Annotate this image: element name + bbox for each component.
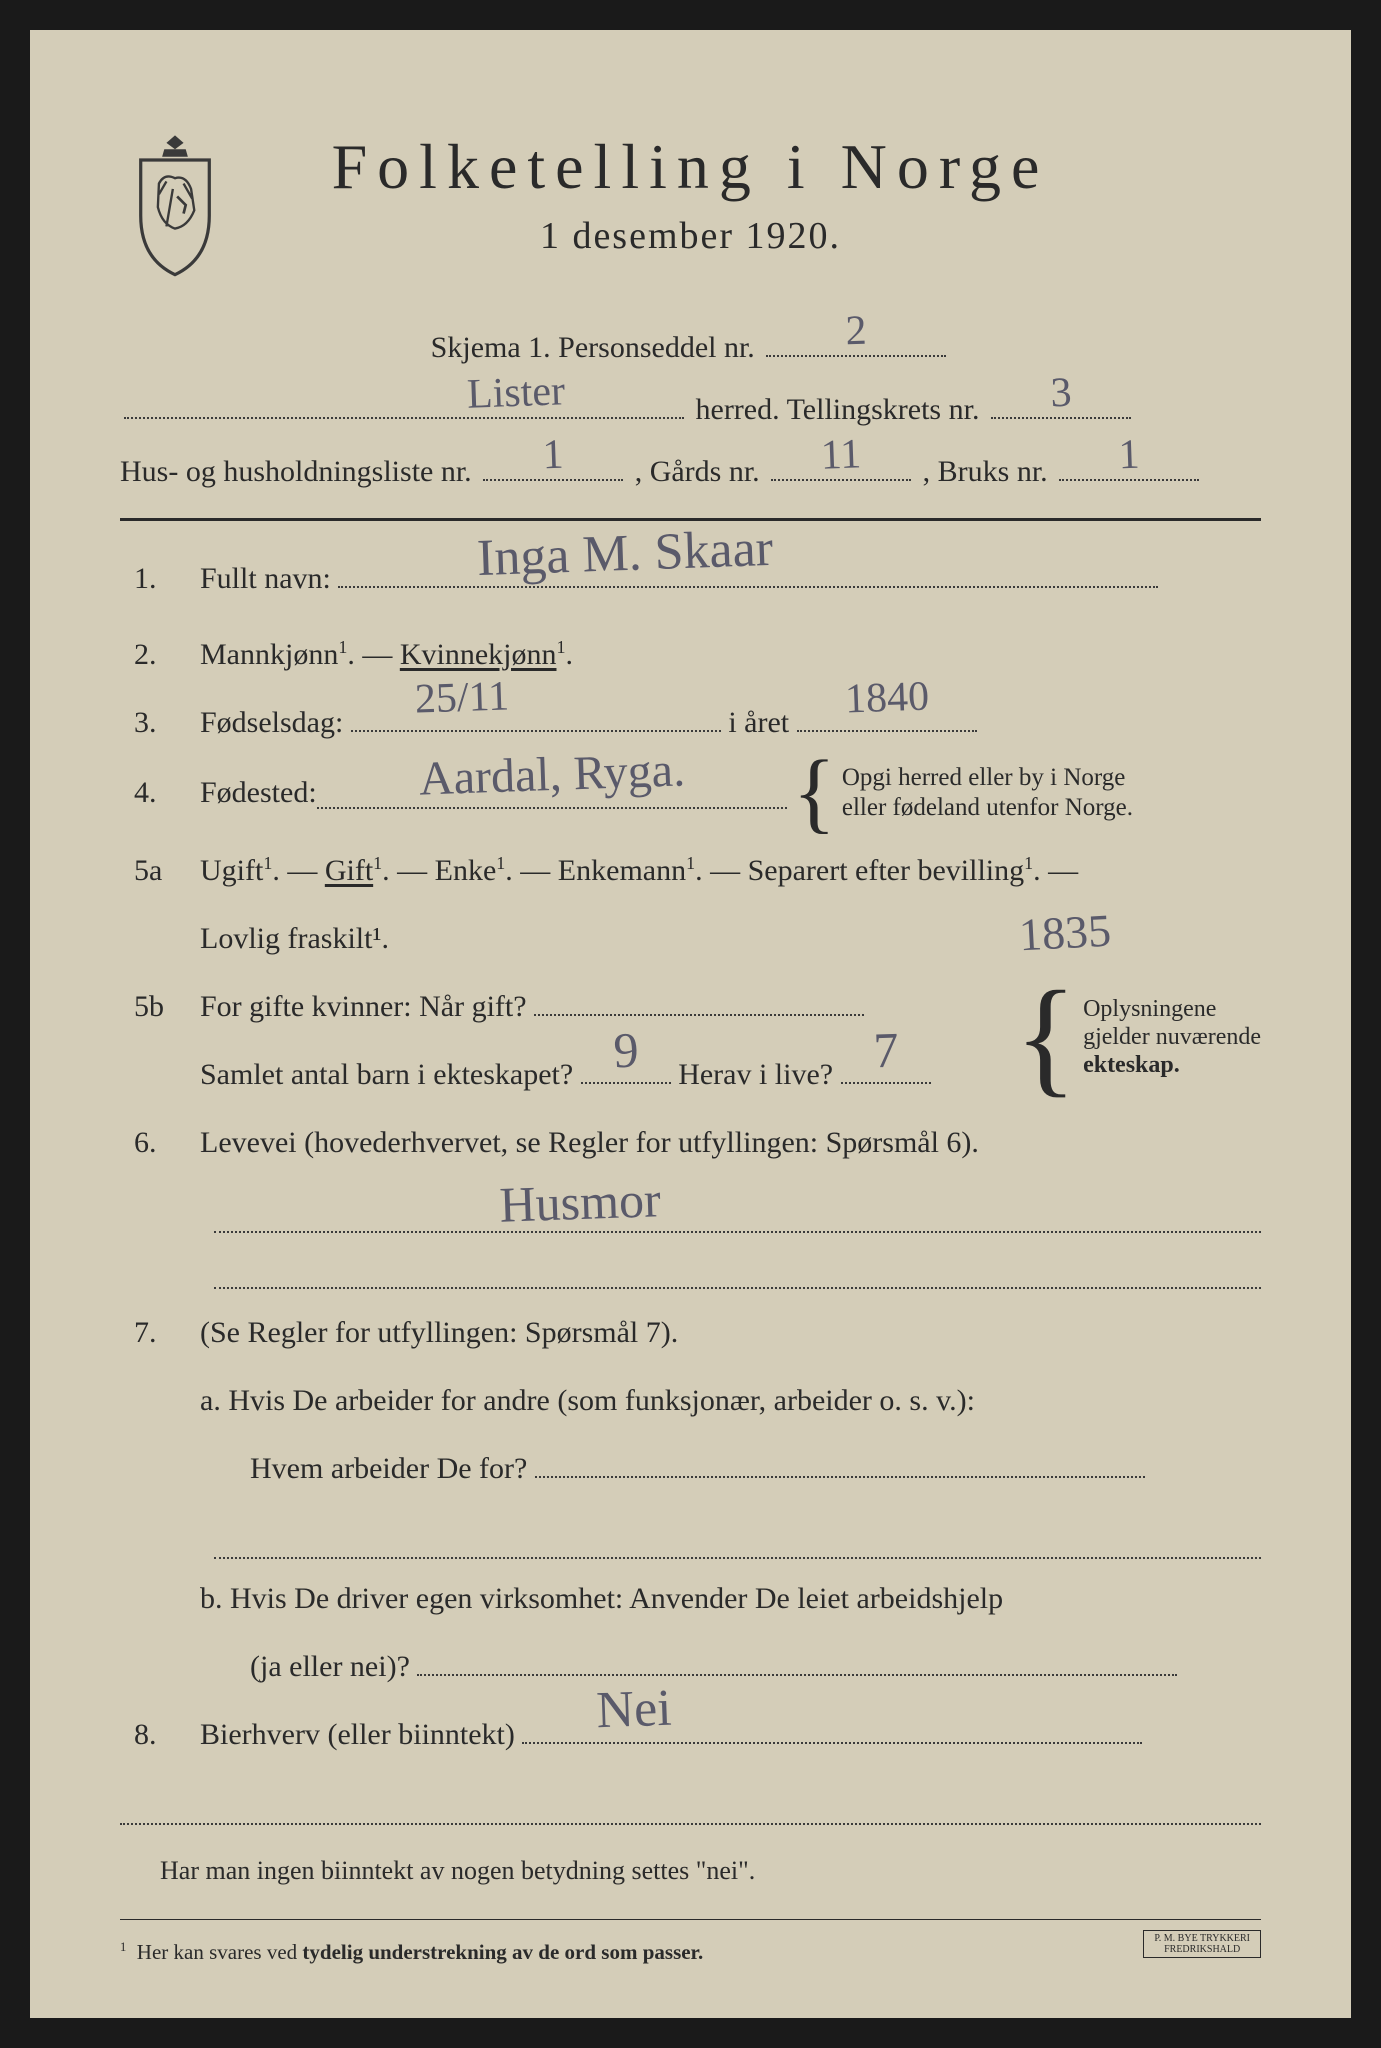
question-7a: a. Hvis De arbeider for andre (som funks… <box>120 1367 1261 1435</box>
question-3: 3. Fødselsdag: 25/11 i året 1840 <box>120 689 1261 757</box>
q6-label: Levevei (hovederhvervet, se Regler for u… <box>200 1109 1261 1177</box>
question-7: 7. (Se Regler for utfyllingen: Spørsmål … <box>120 1299 1261 1367</box>
hus-value: 1 <box>542 427 565 484</box>
q5b-label-c: Herav i live? <box>678 1058 833 1091</box>
q5b-label-a: For gifte kvinner: Når gift? <box>200 990 527 1023</box>
q4-note1: Opgi herred eller by i Norge <box>842 764 1125 791</box>
gards-label: , Gårds nr. <box>635 455 760 488</box>
q7a-field <box>535 1447 1145 1479</box>
q1-field: Inga M. Skaar <box>338 557 1158 589</box>
hus-field: 1 <box>483 448 623 481</box>
bruks-field: 1 <box>1059 448 1199 481</box>
page-title: Folketelling i Norge <box>260 130 1121 204</box>
meta-line-3: Hus- og husholdningsliste nr. 1 , Gårds … <box>120 444 1261 500</box>
q7-label: (Se Regler for utfyllingen: Spørsmål 7). <box>200 1299 1261 1367</box>
title-block: Folketelling i Norge 1 desember 1920. <box>260 130 1261 258</box>
q8-label: Bierhverv (eller biinntekt) <box>200 1718 515 1751</box>
herred-label: herred. Tellingskrets nr. <box>696 393 980 426</box>
q3-day-field: 25/11 <box>351 701 721 733</box>
q7a-field-2 <box>214 1509 1261 1559</box>
q7b-label: b. Hvis De driver egen virksomhet: Anven… <box>200 1565 1261 1633</box>
q4-value: Aardal, Ryga. <box>418 736 686 813</box>
q6-field: Husmor <box>214 1183 1261 1233</box>
tellingskrets-field: 3 <box>991 386 1131 419</box>
q5a-num: 5a <box>120 837 200 905</box>
skjema-label: Skjema 1. Personseddel nr. <box>431 331 755 364</box>
q1-value: Inga M. Skaar <box>476 515 774 593</box>
q8-value: Nei <box>595 1675 672 1746</box>
question-5b-line2: Samlet antal barn i ekteskapet? 9 Herav … <box>120 1041 1261 1109</box>
printer-mark: P. M. BYE TRYKKERI FREDRIKSHALD <box>1143 1930 1261 1958</box>
q3-num: 3. <box>120 689 200 757</box>
q3-label-a: Fødselsdag: <box>200 706 343 739</box>
census-form-page: Folketelling i Norge 1 desember 1920. Sk… <box>30 30 1351 2018</box>
q2-opt-a: Mannkjønn <box>200 638 338 671</box>
gards-field: 11 <box>771 448 911 481</box>
q4-note-block: { Opgi herred eller by i Norge eller fød… <box>787 757 1133 829</box>
footnote-block: 1 Her kan svares ved tydelig understrekn… <box>120 1919 1261 1965</box>
q6-field-2 <box>214 1239 1261 1289</box>
q3-year-value: 1840 <box>843 663 929 734</box>
q7b-field <box>417 1645 1177 1677</box>
q6-num: 6. <box>120 1109 200 1177</box>
q4-field: Aardal, Ryga. <box>317 777 787 809</box>
question-2: 2. Mannkjønn1. — Kvinnekjønn1. <box>120 613 1261 689</box>
q5a-free-value: 1835 <box>1017 897 1112 970</box>
q4-label: Fødested: <box>200 759 317 827</box>
question-7b-2: (ja eller nei)? <box>120 1633 1261 1701</box>
q5b-value-c: 7 <box>872 1016 899 1085</box>
q7a-label2: Hvem arbeider De for? <box>250 1452 527 1485</box>
q1-label: Fullt navn: <box>200 562 331 595</box>
footer-note: Har man ingen biinntekt av nogen betydni… <box>120 1843 1261 1899</box>
printer-line2: FREDRIKSHALD <box>1164 1944 1240 1955</box>
q7-num: 7. <box>120 1299 200 1367</box>
q3-year-field: 1840 <box>797 701 977 733</box>
header: Folketelling i Norge 1 desember 1920. <box>120 130 1261 280</box>
page-subtitle: 1 desember 1920. <box>260 214 1121 258</box>
q8-num: 8. <box>120 1701 200 1769</box>
question-7a-2: Hvem arbeider De for? <box>120 1435 1261 1503</box>
hus-label: Hus- og husholdningsliste nr. <box>120 455 472 488</box>
personseddel-field: 2 <box>766 324 946 357</box>
question-6: 6. Levevei (hovederhvervet, se Regler fo… <box>120 1109 1261 1177</box>
meta-line-1: Skjema 1. Personseddel nr. 2 <box>120 320 1261 376</box>
gards-value: 11 <box>820 426 862 483</box>
question-4: 4. Fødested: Aardal, Ryga. { Opgi herred… <box>120 757 1261 829</box>
q3-day-value: 25/11 <box>414 662 510 733</box>
q5b-note1: Oplysningene <box>1083 996 1216 1022</box>
meta-line-2: Lister herred. Tellingskrets nr. 3 <box>120 382 1261 438</box>
herred-field: Lister <box>124 386 684 419</box>
q7b-label2: (ja eller nei)? <box>250 1650 410 1683</box>
q5b-value-b: 9 <box>612 1016 639 1085</box>
q5b-label-b: Samlet antal barn i ekteskapet? <box>200 1058 573 1091</box>
printer-line1: P. M. BYE TRYKKERI <box>1154 1933 1250 1944</box>
bruks-label: , Bruks nr. <box>923 455 1048 488</box>
bruks-value: 1 <box>1118 427 1141 484</box>
q1-num: 1. <box>120 545 200 613</box>
question-5a: 5a Ugift1. — Gift1. — Enke1. — Enkemann1… <box>120 829 1261 905</box>
question-8: 8. Bierhverv (eller biinntekt) Nei <box>120 1701 1261 1769</box>
q4-note2: eller fødeland utenfor Norge. <box>842 794 1133 821</box>
tellingskrets-value: 3 <box>1049 365 1072 422</box>
q8-field: Nei <box>522 1713 1142 1745</box>
q6-value: Husmor <box>499 1170 662 1234</box>
q5a-selected: Gift <box>325 854 373 887</box>
q7a-label: a. Hvis De arbeider for andre (som funks… <box>200 1367 1261 1435</box>
question-5b-line1: 5b For gifte kvinner: Når gift? { Oplysn… <box>120 973 1261 1041</box>
q8-field-2 <box>120 1775 1261 1825</box>
coat-of-arms-icon <box>120 130 230 280</box>
q5b-field-b: 9 <box>581 1053 671 1085</box>
q5b-field-a <box>534 985 864 1017</box>
q3-label-b: i året <box>728 706 789 739</box>
q5b-field-c: 7 <box>841 1053 931 1085</box>
question-5a-cont: Lovlig fraskilt¹. 1835 <box>120 905 1261 973</box>
question-1: 1. Fullt navn: Inga M. Skaar <box>120 545 1261 613</box>
q4-num: 4. <box>120 759 200 827</box>
q5b-num: 5b <box>120 973 200 1041</box>
question-7b: b. Hvis De driver egen virksomhet: Anven… <box>120 1565 1261 1633</box>
herred-value: Lister <box>466 363 566 422</box>
q2-num: 2. <box>120 621 200 689</box>
personseddel-value: 2 <box>845 303 868 360</box>
